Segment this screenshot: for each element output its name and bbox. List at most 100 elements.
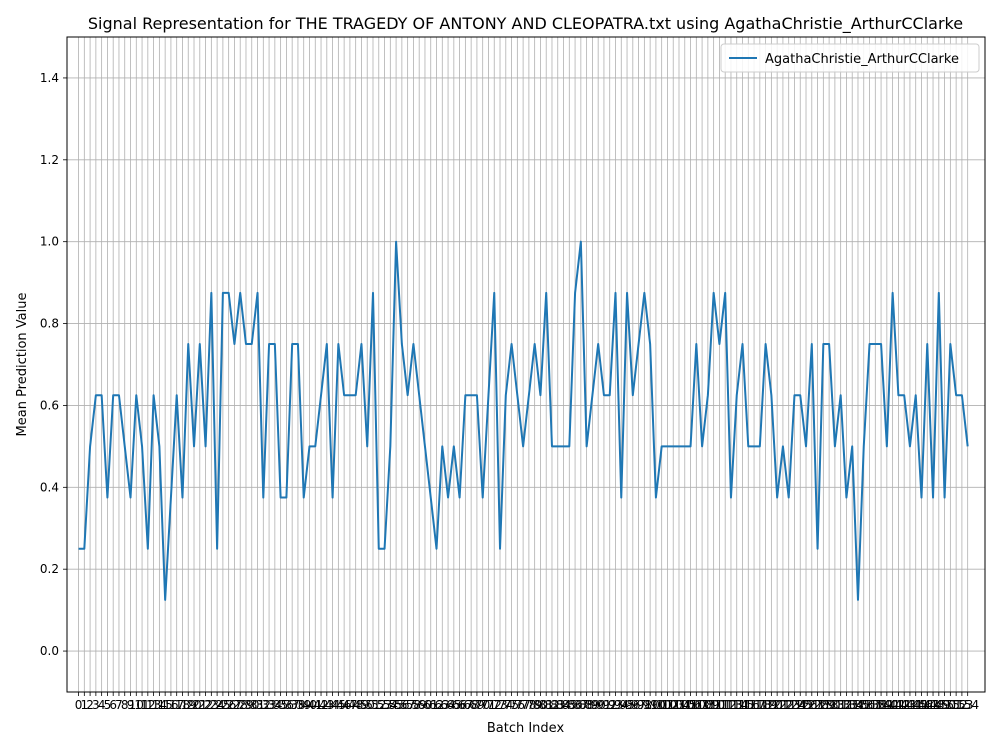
x-tick-label: 115 [731,698,754,712]
x-tick-label: 32 [256,698,271,712]
x-tick-label: 98 [637,698,652,712]
x-tick-label: 134 [841,698,864,712]
x-tick-label: 120 [760,698,783,712]
x-tick-label: 103 [662,698,685,712]
x-tick-label: 49 [354,698,369,712]
x-tick-label: 16 [163,698,178,712]
y-tick-label: 0.4 [40,480,59,494]
y-axis-ticks: 0.0 0.2 0.4 0.6 0.8 1.0 1.2 1.4 [40,71,67,658]
x-tick-label: 78 [521,698,536,712]
x-tick-label: 65 [446,698,461,712]
x-tick-label: 152 [945,698,968,712]
x-tick-label: 106 [679,698,702,712]
plot-area-frame [66,36,986,693]
x-tick-label: 141 [881,698,904,712]
x-tick-label: 95 [619,698,634,712]
x-tick-label: 119 [754,698,777,712]
x-tick-label: 122 [771,698,794,712]
x-tick-label: 59 [412,698,427,712]
x-tick-label: 17 [169,698,184,712]
y-tick-label: 0.0 [40,644,59,658]
x-tick-label: 45 [331,698,346,712]
x-tick-label: 138 [864,698,887,712]
x-tick-label: 43 [319,698,334,712]
x-tick-label: 54 [383,698,398,712]
x-tick-label: 66 [452,698,467,712]
x-tick-label: 79 [527,698,542,712]
x-tick-label: 55 [388,698,403,712]
x-tick-label: 133 [835,698,858,712]
x-tick-label: 97 [631,698,646,712]
x-tick-label: 70 [475,698,490,712]
x-tick-label: 4 [98,698,106,712]
x-tick-label: 96 [625,698,640,712]
x-tick-label: 87 [573,698,588,712]
x-tick-label: 52 [371,698,386,712]
x-tick-label: 88 [579,698,594,712]
x-tick-label: 90 [591,698,606,712]
x-tick-label: 151 [939,698,962,712]
x-tick-label: 18 [175,698,190,712]
x-tick-label: 142 [887,698,910,712]
series-line [78,240,969,601]
x-tick-label: 53 [377,698,392,712]
x-tick-label: 24 [209,698,224,712]
x-tick-label: 64 [440,698,455,712]
x-tick-label: 25 [215,698,230,712]
x-tick-label: 75 [504,698,519,712]
x-tick-label: 12 [140,698,155,712]
x-tick-label: 5 [104,698,112,712]
x-tick-label: 35 [273,698,288,712]
x-tick-label: 2 [86,698,94,712]
x-tick-label: 82 [544,698,559,712]
y-gridlines [67,77,985,652]
x-tick-label: 112 [714,698,737,712]
x-tick-label: 113 [720,698,743,712]
x-tick-label: 111 [708,698,731,712]
x-tick-label: 146 [910,698,933,712]
y-tick-label: 1.4 [40,71,59,85]
x-tick-label: 143 [893,698,916,712]
x-tick-label: 3 [92,698,100,712]
x-tick-label: 101 [650,698,673,712]
x-tick-label: 46 [336,698,351,712]
x-tick-label: 57 [400,698,415,712]
x-tick-label: 77 [515,698,530,712]
x-tick-label: 92 [602,698,617,712]
x-tick-label: 40 [302,698,317,712]
x-tick-label: 136 [852,698,875,712]
y-tick-label: 0.2 [40,562,59,576]
x-tick-label: 1 [81,698,89,712]
x-tick-label: 20 [186,698,201,712]
x-tick-label: 8 [121,698,129,712]
x-tick-label: 22 [198,698,213,712]
x-tick-label: 63 [435,698,450,712]
x-tick-label: 137 [858,698,881,712]
x-tick-label: 121 [766,698,789,712]
x-tick-label: 100 [644,698,667,712]
x-tick-label: 23 [204,698,219,712]
x-tick-label: 36 [279,698,294,712]
x-tick-label: 81 [539,698,554,712]
x-tick-label: 118 [748,698,771,712]
x-tick-label: 148 [922,698,945,712]
x-tick-label: 31 [250,698,265,712]
x-tick-label: 93 [608,698,623,712]
x-tick-label: 116 [737,698,760,712]
x-tick-label: 127 [800,698,823,712]
y-tick-label: 0.6 [40,398,59,412]
x-tick-label: 33 [261,698,276,712]
x-tick-label: 26 [221,698,236,712]
x-tick-label: 108 [691,698,714,712]
x-tick-label: 50 [360,698,375,712]
y-tick-label: 0.8 [40,317,59,331]
x-tick-label: 9 [127,698,135,712]
x-tick-label: 0 [75,698,83,712]
y-tick-label: 1.2 [40,153,59,167]
x-gridlines [78,37,969,692]
x-tick-label: 39 [296,698,311,712]
x-tick-label: 140 [875,698,898,712]
x-tick-label: 11 [134,698,149,712]
x-tick-label: 126 [795,698,818,712]
y-tick-label: 1.0 [40,235,59,249]
